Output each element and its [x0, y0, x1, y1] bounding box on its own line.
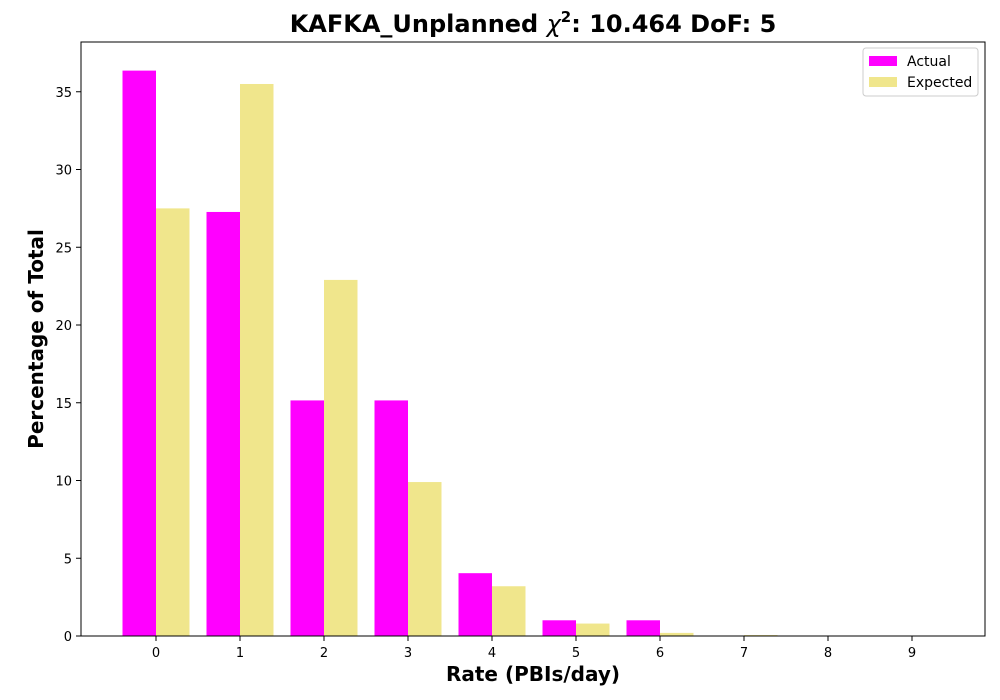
- y-tick-label: 35: [55, 86, 72, 101]
- y-tick-label: 10: [55, 475, 72, 490]
- legend: Actual Expected: [862, 47, 979, 97]
- x-tick-label: 3: [404, 646, 412, 661]
- x-tick-label: 2: [320, 646, 328, 661]
- y-ticks-group: 0 5 10 15 20 25 30 35: [55, 86, 81, 645]
- title-suffix: : 10.464 DoF: 5: [571, 10, 776, 38]
- legend-swatch-expected: [869, 77, 897, 87]
- y-axis-label: Percentage of Total: [24, 229, 48, 449]
- bars-group: [122, 70, 778, 637]
- x-tick-label: 6: [656, 646, 664, 661]
- y-tick-label: 5: [64, 552, 72, 567]
- bar-actual-1: [206, 211, 240, 637]
- bar-actual-2: [290, 400, 324, 636]
- bar-expected-6: [660, 632, 694, 636]
- bar-actual-6: [626, 620, 660, 636]
- title-sup: 2: [561, 8, 571, 26]
- bar-actual-3: [374, 400, 408, 636]
- y-tick-label: 30: [55, 164, 72, 179]
- legend-label-expected: Expected: [907, 75, 972, 91]
- x-tick-label: 9: [908, 646, 916, 661]
- bar-actual-4: [458, 573, 492, 636]
- bar-expected-2: [324, 279, 358, 636]
- y-tick-label: 20: [55, 319, 72, 334]
- y-tick-label: 15: [55, 397, 72, 412]
- x-tick-label: 8: [824, 646, 832, 661]
- x-tick-label: 5: [572, 646, 580, 661]
- bar-expected-0: [156, 208, 190, 636]
- bar-expected-3: [408, 482, 442, 636]
- legend-swatch-actual: [869, 56, 897, 66]
- title-chi: χ: [545, 10, 562, 38]
- chart-title: KAFKA_Unplanned χ2: 10.464 DoF: 5: [290, 8, 777, 38]
- bar-actual-5: [542, 620, 576, 636]
- x-axis-label: Rate (PBIs/day): [446, 662, 620, 686]
- y-tick-label: 25: [55, 241, 72, 256]
- legend-label-actual: Actual: [907, 54, 951, 70]
- bar-actual-0: [122, 70, 156, 637]
- bar-expected-4: [492, 586, 526, 636]
- title-prefix: KAFKA_Unplanned: [290, 10, 547, 38]
- bar-expected-1: [240, 83, 274, 636]
- y-tick-label: 0: [64, 630, 72, 645]
- x-tick-label: 1: [236, 646, 244, 661]
- x-tick-label: 0: [152, 646, 160, 661]
- x-tick-label: 4: [488, 646, 496, 661]
- x-tick-label: 7: [740, 646, 748, 661]
- x-ticks-group: 0 1 2 3 4 5 6 7 8 9: [152, 636, 916, 661]
- plot-frame: [80, 41, 986, 637]
- bar-expected-5: [576, 623, 610, 636]
